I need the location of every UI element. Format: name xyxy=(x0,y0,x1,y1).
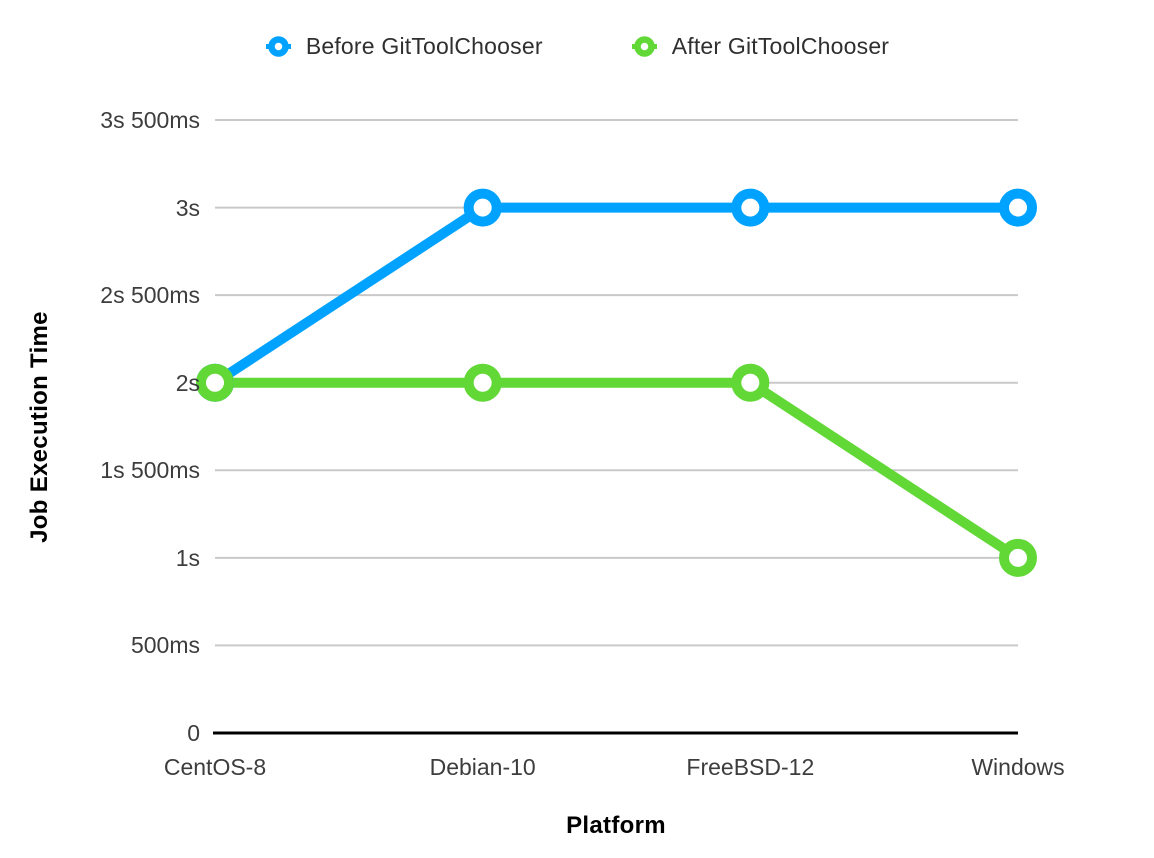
y-tick-label: 1s xyxy=(175,544,200,571)
legend-label-after: After GitToolChooser xyxy=(671,32,890,59)
legend-label-before: Before GitToolChooser xyxy=(305,32,543,59)
x-tick-label: FreeBSD-12 xyxy=(686,754,815,780)
series-line-0 xyxy=(210,202,1023,388)
y-tick-label: 0 xyxy=(187,720,200,746)
legend-item-after: After GitToolChooser xyxy=(631,33,889,60)
legend-item-before: Before GitToolChooser xyxy=(265,33,543,60)
data-point-marker xyxy=(731,363,770,402)
series-line-1 xyxy=(210,377,1023,563)
data-point-marker xyxy=(463,188,502,227)
ring-marker-icon xyxy=(631,35,657,57)
y-tick-label: 2s 500ms xyxy=(100,282,200,309)
x-tick-label: CentOS-8 xyxy=(163,754,267,780)
y-tick-label: 3s xyxy=(175,194,200,221)
y-tick-label: 500ms xyxy=(130,632,200,659)
legend: Before GitToolChooser After GitToolChoos… xyxy=(0,28,1154,64)
data-point-marker xyxy=(463,363,502,402)
x-tick-label: Windows xyxy=(971,754,1065,780)
x-tick-label: Debian-10 xyxy=(429,754,536,780)
data-point-marker xyxy=(196,363,234,402)
data-point-marker xyxy=(731,188,770,227)
data-point-marker xyxy=(999,538,1037,577)
y-tick-label: 2s xyxy=(175,369,200,396)
data-point-marker xyxy=(999,188,1037,227)
y-axis-title: Job Execution Time xyxy=(26,311,53,543)
x-axis-title: Platform xyxy=(566,812,666,839)
y-tick-label: 3s 500ms xyxy=(100,107,200,133)
ring-marker-icon xyxy=(265,35,291,57)
y-tick-label: 1s 500ms xyxy=(100,457,200,484)
